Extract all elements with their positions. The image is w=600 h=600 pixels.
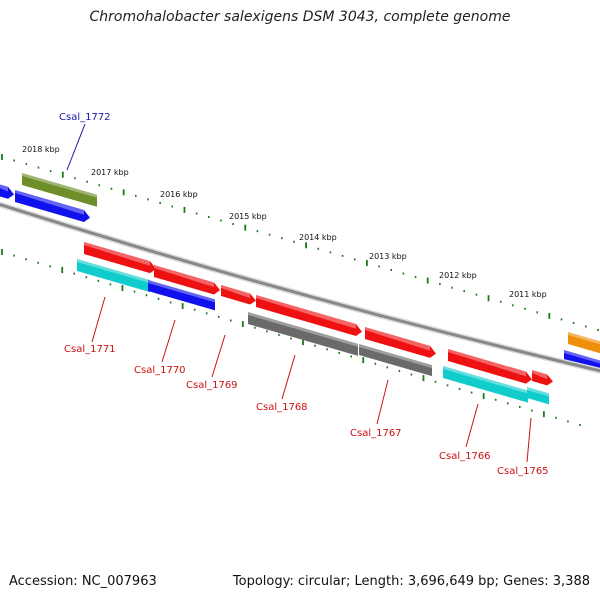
features-layer	[0, 173, 600, 405]
tick-label: 2013 kbp	[369, 252, 407, 261]
tick-label: 2015 kbp	[229, 212, 267, 221]
feature-body	[568, 332, 600, 354]
gene-label: Csal_1766	[439, 451, 491, 462]
feature-highlight	[248, 312, 358, 347]
feature-blue	[15, 190, 90, 223]
feature-body	[256, 295, 362, 337]
feature-body	[154, 265, 220, 295]
tick-dots-layer	[1, 154, 599, 426]
feature-body	[443, 366, 528, 403]
feature-highlight	[564, 350, 600, 364]
feature-highlight	[443, 366, 528, 394]
gene-leader-line	[161, 319, 176, 363]
feature-highlight	[365, 327, 430, 351]
backbone-line	[0, 203, 600, 373]
tick-label-layer: 2018 kbp 2017 kbp 2016 kbp 2015 kbp 2014 kbp…	[22, 145, 547, 299]
feature-highlight	[256, 295, 356, 329]
gene-leader-line	[376, 379, 389, 425]
tick-label: 2011 kbp	[509, 290, 547, 299]
feature-cyan-1765	[527, 387, 549, 405]
feature-gray-1768	[248, 312, 358, 356]
tick-label: 2018 kbp	[22, 145, 60, 154]
gene-label: Csal_1765	[497, 466, 549, 477]
gene-label: Csal_1768	[256, 402, 308, 413]
gene-label: Csal_1767	[350, 428, 402, 439]
feature-highlight	[148, 280, 215, 303]
feature-highlight	[359, 344, 432, 369]
tick-label: 2017 kbp	[91, 168, 129, 177]
feature-body	[77, 259, 150, 293]
backbone-layer	[0, 201, 600, 374]
feature-orange	[568, 332, 600, 354]
feature-red-1769	[221, 285, 256, 305]
feature-highlight	[532, 370, 547, 380]
feature-body	[84, 242, 156, 274]
feature-body	[0, 184, 14, 199]
feature-blue-1770	[148, 280, 215, 311]
accession-label: Accession: NC_007963	[9, 574, 157, 589]
feature-cyan-1771	[77, 259, 150, 293]
feature-olive	[22, 173, 97, 207]
gene-leader-line	[281, 354, 296, 400]
outer-tick-ring	[1, 154, 599, 331]
feature-body	[22, 173, 97, 207]
feature-red-1767	[365, 327, 436, 358]
feature-highlight	[221, 285, 250, 299]
feature-red-1768	[256, 295, 362, 337]
gene-leader-line	[91, 296, 106, 343]
feature-cyan-1766	[443, 366, 528, 403]
feature-red-1766	[448, 349, 532, 384]
feature-body	[359, 344, 432, 377]
gene-label: Csal_1771	[64, 344, 116, 355]
feature-highlight	[568, 332, 600, 345]
feature-body	[221, 285, 256, 305]
feature-body	[148, 280, 215, 311]
genome-summary: Topology: circular; Length: 3,696,649 bp…	[232, 574, 590, 589]
feature-body	[365, 327, 436, 358]
gene-leader-line	[526, 417, 532, 463]
feature-body	[527, 387, 549, 405]
feature-red-1765	[532, 370, 553, 386]
gene-leader-line	[66, 123, 86, 171]
feature-highlight	[77, 259, 150, 284]
gene-leader-line	[211, 334, 226, 378]
gene-label: Csal_1769	[186, 380, 238, 391]
feature-blue-left	[0, 184, 14, 199]
tick-label: 2012 kbp	[439, 271, 477, 280]
tick-label: 2014 kbp	[299, 233, 337, 242]
feature-highlight	[527, 387, 549, 397]
gene-label: Csal_1772	[59, 112, 111, 123]
tick-label: 2016 kbp	[160, 190, 198, 199]
feature-body	[15, 190, 90, 223]
feature-highlight	[448, 349, 526, 377]
feature-highlight	[0, 184, 8, 192]
feature-highlight	[154, 265, 214, 288]
feature-gray-1767	[359, 344, 432, 377]
map-title: Chromohalobacter salexigens DSM 3043, co…	[89, 9, 511, 25]
feature-highlight	[22, 173, 97, 198]
inner-tick-ring	[1, 249, 581, 426]
feature-body	[248, 312, 358, 356]
feature-body	[448, 349, 532, 384]
gene-label: Csal_1770	[134, 365, 186, 376]
feature-highlight	[15, 190, 84, 215]
feature-highlight	[84, 242, 150, 266]
gene-leader-line	[465, 403, 479, 448]
feature-body	[532, 370, 553, 386]
feature-red-1770	[154, 265, 220, 295]
feature-red-1771	[84, 242, 156, 274]
